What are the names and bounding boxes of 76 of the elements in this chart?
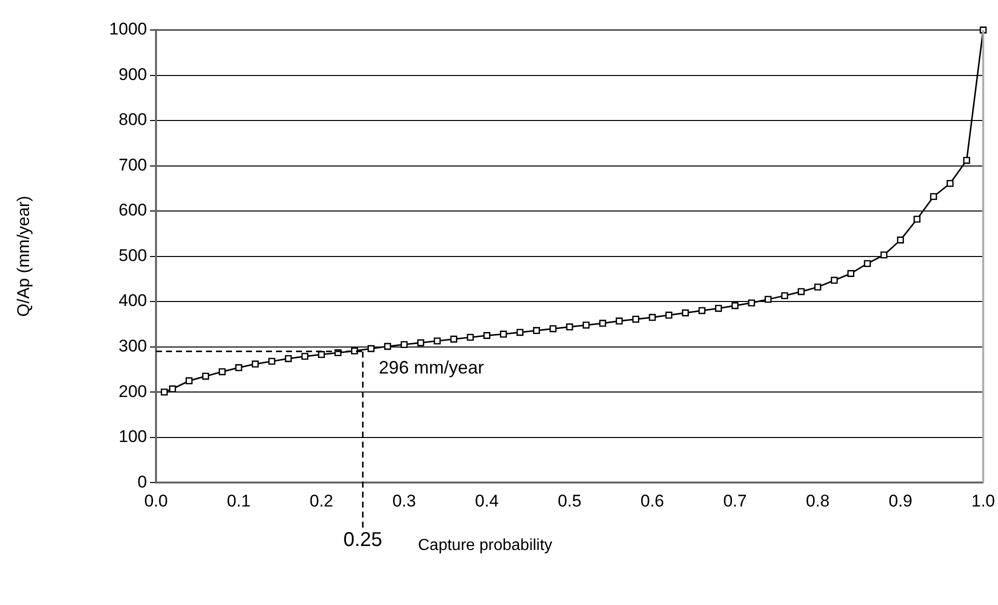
point bbox=[169, 385, 176, 392]
x-tick-label: 0.1 bbox=[226, 491, 251, 510]
point bbox=[748, 299, 756, 306]
y-tick-label: 1000 bbox=[109, 20, 147, 39]
point bbox=[830, 276, 838, 284]
point bbox=[202, 372, 210, 380]
point bbox=[417, 339, 424, 346]
y-tick-label: 900 bbox=[118, 64, 147, 84]
point bbox=[880, 251, 888, 258]
x-tick-label: 1.0 bbox=[971, 491, 996, 510]
x-tick-label: 0.4 bbox=[475, 491, 499, 510]
point bbox=[665, 312, 672, 319]
point bbox=[434, 337, 441, 344]
point bbox=[533, 327, 540, 334]
annotation: 296 mm/year bbox=[378, 357, 484, 378]
point bbox=[384, 342, 392, 350]
point bbox=[864, 260, 871, 268]
point bbox=[318, 351, 325, 358]
point bbox=[648, 314, 656, 321]
point bbox=[368, 345, 375, 352]
point bbox=[616, 318, 623, 324]
point bbox=[732, 302, 739, 310]
point bbox=[268, 358, 276, 365]
y-tick-label: 200 bbox=[118, 382, 147, 401]
point bbox=[715, 304, 722, 312]
point bbox=[550, 325, 557, 332]
point bbox=[599, 320, 606, 327]
x-tick-label: 0.0 bbox=[144, 491, 168, 510]
y-tick-label: 700 bbox=[118, 155, 147, 174]
point bbox=[218, 368, 226, 376]
y-tick-label: 400 bbox=[118, 291, 147, 310]
point bbox=[252, 360, 259, 368]
point bbox=[500, 330, 507, 338]
point bbox=[930, 193, 938, 200]
x-tick-label: 0.3 bbox=[392, 491, 416, 510]
point bbox=[450, 336, 458, 343]
point bbox=[582, 322, 590, 329]
point bbox=[632, 316, 640, 323]
point bbox=[566, 323, 574, 330]
y-axis-title: Q/Ap (mm/year) bbox=[14, 196, 33, 317]
point bbox=[980, 26, 987, 34]
point bbox=[847, 270, 854, 277]
point bbox=[963, 156, 970, 164]
point bbox=[235, 364, 242, 372]
x-tick-label: 0.5 bbox=[558, 491, 582, 510]
y-tick-label: 0 bbox=[138, 472, 147, 492]
point bbox=[284, 355, 292, 362]
x-tick-label: 0.9 bbox=[888, 491, 912, 510]
point bbox=[301, 352, 308, 360]
ref-line-label: 0.25 bbox=[343, 529, 382, 552]
point bbox=[798, 288, 805, 296]
point bbox=[516, 328, 524, 336]
point bbox=[764, 296, 772, 303]
point bbox=[946, 180, 954, 187]
point bbox=[698, 307, 706, 314]
point bbox=[466, 334, 474, 341]
x-tick-label: 0.6 bbox=[640, 491, 664, 510]
point bbox=[160, 388, 168, 396]
x-tick-label: 0.8 bbox=[806, 491, 830, 510]
point bbox=[896, 236, 904, 244]
point bbox=[781, 292, 788, 300]
point bbox=[814, 284, 822, 291]
y-tick-label: 600 bbox=[118, 200, 147, 220]
point bbox=[483, 332, 490, 339]
y-tick-label: 300 bbox=[118, 336, 147, 356]
point bbox=[186, 377, 193, 384]
y-tick-label: 800 bbox=[118, 110, 147, 130]
y-tick-label: 100 bbox=[118, 427, 147, 446]
point bbox=[400, 341, 408, 348]
x-tick-label: 0.2 bbox=[310, 491, 334, 510]
y-tick-label: 500 bbox=[118, 246, 147, 265]
x-axis-title: Capture probability bbox=[418, 537, 552, 554]
point bbox=[914, 216, 920, 223]
point bbox=[682, 309, 689, 316]
x-tick-label: 0.7 bbox=[723, 491, 747, 510]
point bbox=[351, 347, 358, 354]
